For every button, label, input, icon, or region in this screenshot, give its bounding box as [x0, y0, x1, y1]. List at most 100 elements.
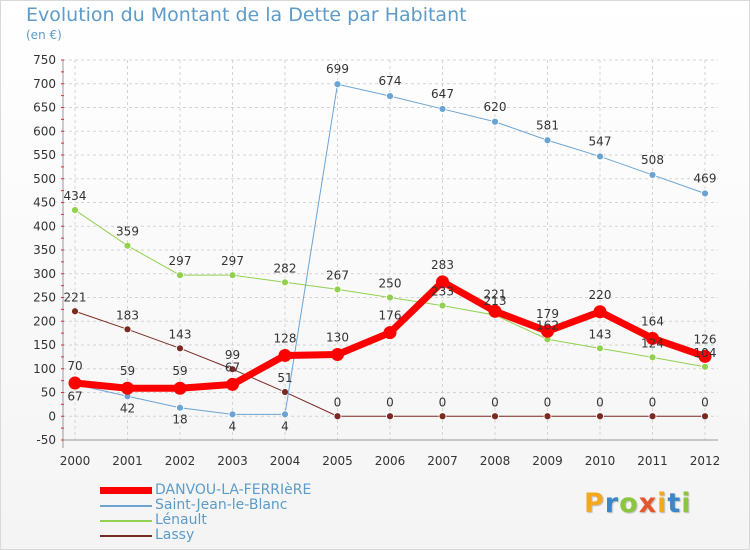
x-tick-label: 2009: [532, 454, 563, 468]
data-label-saint-jean-le-blanc: 469: [694, 171, 717, 185]
y-tick-label: 100: [33, 362, 56, 376]
data-label-saint-jean-le-blanc: 508: [641, 153, 664, 167]
legend-swatch: [100, 535, 152, 537]
data-label-l-nault: 162: [536, 318, 559, 332]
data-label-danvou-la-ferri-re: 126: [694, 332, 717, 346]
data-label-saint-jean-le-blanc: 620: [484, 100, 507, 114]
data-label-lassy: 51: [277, 371, 292, 385]
x-tick-label: 2003: [217, 454, 248, 468]
data-point-saint-jean-le-blanc: [386, 92, 394, 100]
data-label-saint-jean-le-blanc: 4: [229, 419, 237, 433]
data-label-lassy: 99: [225, 348, 240, 362]
data-point-l-nault: [596, 344, 604, 353]
data-label-danvou-la-ferri-re: 179: [536, 307, 559, 321]
data-label-danvou-la-ferri-re: 221: [484, 287, 507, 301]
data-point-lassy: [281, 388, 289, 396]
y-tick-label: 550: [33, 148, 56, 162]
data-point-l-nault: [71, 206, 79, 215]
y-tick-label: 750: [33, 53, 56, 67]
data-point-saint-jean-le-blanc: [596, 152, 604, 161]
data-point-saint-jean-le-blanc: [176, 403, 184, 412]
data-point-l-nault: [701, 362, 709, 371]
data-point-saint-jean-le-blanc: [438, 105, 447, 113]
data-point-danvou-la-ferri-re: [383, 326, 397, 340]
x-tick-label: 2008: [480, 454, 511, 468]
data-label-l-nault: 213: [484, 294, 507, 308]
chart-subtitle: (en €): [26, 28, 62, 42]
data-label-saint-jean-le-blanc: 647: [431, 87, 454, 101]
data-point-saint-jean-le-blanc: [281, 410, 289, 419]
legend-label: Lénault: [155, 512, 207, 528]
data-point-lassy: [123, 325, 132, 334]
y-tick-label: 250: [33, 291, 56, 305]
data-point-l-nault: [333, 285, 342, 294]
data-point-l-nault: [228, 271, 237, 280]
data-label-l-nault: 143: [589, 327, 612, 341]
data-point-saint-jean-le-blanc: [333, 80, 342, 89]
x-tick-label: 2007: [427, 454, 458, 468]
data-label-danvou-la-ferri-re: 220: [589, 288, 612, 302]
data-point-lassy: [71, 307, 79, 316]
data-point-danvou-la-ferri-re: [331, 348, 344, 361]
data-label-lassy: 0: [334, 395, 342, 409]
data-label-l-nault: 297: [221, 254, 244, 268]
data-label-saint-jean-le-blanc: 674: [379, 74, 402, 88]
x-tick-label: 2000: [60, 454, 91, 468]
y-tick-label: 200: [33, 314, 56, 328]
data-label-lassy: 221: [64, 290, 87, 304]
legend-swatch: [100, 487, 152, 494]
data-point-l-nault: [386, 293, 394, 302]
data-label-danvou-la-ferri-re: 130: [326, 331, 349, 345]
data-point-saint-jean-le-blanc: [543, 136, 552, 145]
data-label-lassy: 0: [649, 395, 657, 409]
brand-letter: P: [584, 488, 605, 519]
y-tick-label: 50: [41, 386, 56, 400]
data-point-l-nault: [123, 241, 132, 250]
data-point-lassy: [543, 412, 552, 421]
data-label-l-nault: 267: [326, 268, 349, 282]
data-label-saint-jean-le-blanc: 4: [281, 419, 289, 433]
data-label-saint-jean-le-blanc: 581: [536, 118, 559, 132]
data-point-lassy: [596, 412, 604, 421]
data-point-lassy: [333, 412, 342, 421]
data-label-lassy: 0: [439, 395, 447, 409]
brand-letter: t: [667, 488, 682, 519]
data-point-lassy: [491, 412, 499, 421]
y-tick-label: 400: [33, 219, 56, 233]
data-point-l-nault: [176, 271, 184, 280]
data-label-saint-jean-le-blanc: 18: [172, 413, 187, 427]
x-tick-label: 2011: [637, 454, 668, 468]
x-tick-label: 2010: [585, 454, 616, 468]
y-tick-label: 700: [33, 77, 56, 91]
data-label-lassy: 0: [544, 395, 552, 409]
data-point-saint-jean-le-blanc: [228, 410, 237, 419]
data-label-danvou-la-ferri-re: 176: [379, 309, 402, 323]
y-tick-label: -50: [36, 433, 56, 447]
data-point-danvou-la-ferri-re: [121, 381, 134, 395]
data-point-saint-jean-le-blanc: [648, 171, 657, 179]
data-point-danvou-la-ferri-re: [226, 377, 239, 391]
x-tick-label: 2002: [165, 454, 196, 468]
x-tick-label: 2006: [375, 454, 406, 468]
data-point-danvou-la-ferri-re: [488, 304, 502, 318]
data-label-danvou-la-ferri-re: 128: [274, 331, 297, 345]
data-point-danvou-la-ferri-re: [173, 381, 187, 395]
y-tick-label: 300: [33, 267, 56, 281]
y-tick-label: 0: [48, 409, 56, 423]
data-point-saint-jean-le-blanc: [701, 189, 709, 198]
y-tick-label: 150: [33, 338, 56, 352]
data-label-l-nault: 359: [116, 225, 139, 239]
data-label-lassy: 0: [596, 395, 604, 409]
x-tick-label: 2005: [322, 454, 353, 468]
data-point-danvou-la-ferri-re: [68, 376, 82, 390]
data-point-lassy: [701, 412, 709, 421]
y-tick-label: 650: [33, 101, 56, 115]
brand-letter: i: [681, 488, 692, 519]
y-tick-label: 450: [33, 196, 56, 210]
data-point-saint-jean-le-blanc: [491, 117, 499, 126]
data-label-l-nault: 124: [641, 336, 664, 350]
y-tick-label: 600: [33, 124, 56, 138]
data-point-lassy: [648, 412, 657, 421]
data-label-danvou-la-ferri-re: 67: [225, 360, 240, 374]
